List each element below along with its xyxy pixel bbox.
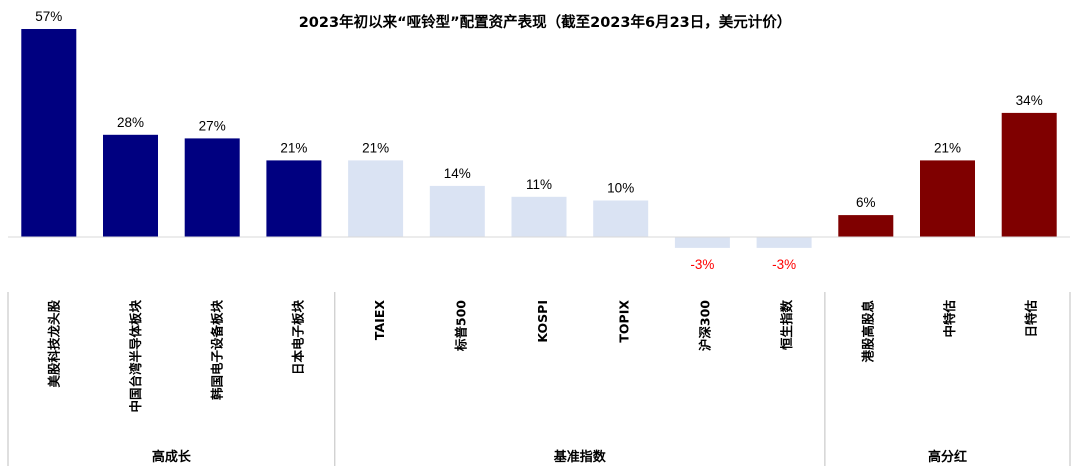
bar-12 [920,160,975,237]
bar-10 [756,237,812,248]
category-label-13: 日特估 [1023,300,1038,338]
group-labels-layer: 高成长 基准指数 高分红 [152,449,967,465]
bar-4 [266,160,322,237]
category-label-10: 恒生指数 [779,300,794,351]
group-label-2: 基准指数 [553,449,607,465]
bar-7 [511,196,567,237]
value-label-4: 21% [280,140,307,155]
value-label-5: 21% [362,140,389,155]
category-label-3: 韩国电子设备板块 [209,300,224,401]
category-label-9: 沪深300 [698,300,713,351]
bar-11 [838,215,894,237]
value-label-1: 57% [35,9,62,24]
bar-1 [21,29,77,237]
chart-title: 2023年初以来“哑铃型”配置资产表现（截至2023年6月23日，美元计价） [299,13,792,31]
value-label-9: -3% [690,257,714,272]
category-label-7: KOSPI [535,300,550,343]
value-label-7: 11% [526,177,552,192]
bar-9 [674,237,730,248]
group-label-1: 高成长 [152,449,192,465]
category-label-2: 中国台湾半导体板块 [128,300,143,413]
category-label-11: 港股高股息 [861,300,876,363]
group-label-3: 高分红 [928,449,967,465]
category-label-1: 美股科技龙头股 [47,300,62,388]
bar-5 [348,160,404,237]
value-label-3: 27% [199,118,226,133]
bar-13 [1001,112,1057,237]
value-label-11: 6% [856,195,876,210]
value-label-2: 28% [117,115,144,130]
category-label-5: TAIEX [372,300,387,340]
bar-2 [103,134,158,237]
value-labels-layer: 57% 28% 27% 21% 21% 14% 11% 10% -3% -3% 6% 21% 34% [35,9,1042,272]
value-label-13: 34% [1016,93,1043,108]
value-label-6: 14% [444,166,471,181]
value-label-10: -3% [772,257,796,272]
category-label-4: 日本电子板块 [291,300,306,376]
value-label-12: 21% [934,140,961,155]
category-label-12: 中特估 [942,300,957,338]
category-table-lines [7,292,1071,466]
bar-6 [429,185,485,237]
category-label-8: TOPIX [616,300,631,343]
bar-3 [184,138,240,237]
category-labels-layer: 美股科技龙头股 中国台湾半导体板块 韩国电子设备板块 日本电子板块 TAIEX 标普500… [47,300,1039,413]
value-label-8: 10% [607,181,634,196]
category-label-6: 标普500 [454,300,469,352]
bar-8 [593,200,649,237]
bars-layer [21,29,1057,248]
